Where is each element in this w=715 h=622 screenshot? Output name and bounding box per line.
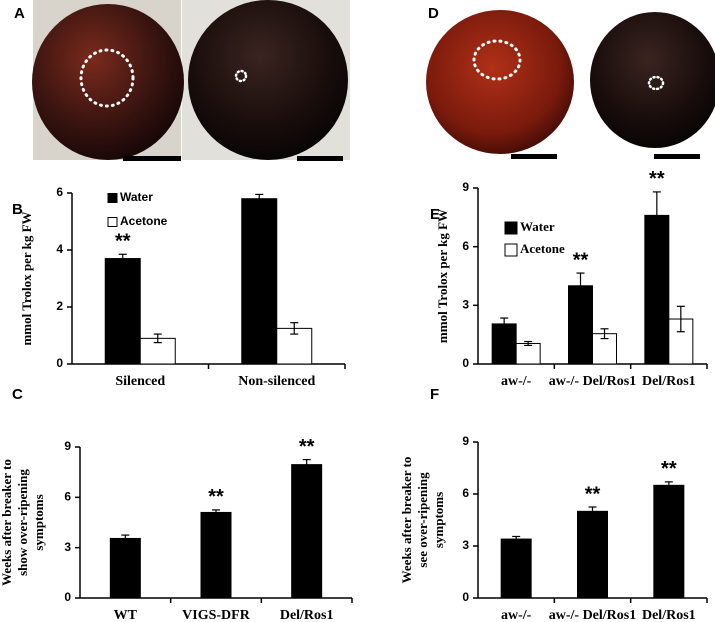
x-tick-label: VIGS-DFR bbox=[182, 608, 251, 622]
y-tick-label: 0 bbox=[56, 356, 63, 370]
y-axis-label: mmol Trolox per kg FW bbox=[19, 211, 34, 345]
x-tick-label: Non-silenced bbox=[238, 374, 315, 389]
y-tick-label: 2 bbox=[56, 299, 63, 313]
bar bbox=[500, 538, 532, 599]
significance: ** bbox=[585, 483, 601, 505]
x-tick-label: Del/Ros1 bbox=[642, 608, 696, 622]
y-tick-label: 6 bbox=[462, 486, 469, 500]
panel-letter: E bbox=[430, 206, 440, 223]
legend-swatch bbox=[504, 243, 518, 257]
legend-swatch bbox=[107, 193, 118, 203]
significance: ** bbox=[661, 458, 677, 480]
panel-letter: A bbox=[14, 5, 25, 22]
y-axis-label: symptoms bbox=[31, 494, 46, 550]
x-tick-label: Del/Ros1 bbox=[280, 608, 334, 622]
bar bbox=[139, 337, 176, 365]
legend-label: Water bbox=[120, 190, 153, 204]
legend-swatch bbox=[107, 217, 118, 227]
y-tick-label: 0 bbox=[64, 590, 71, 604]
bar bbox=[291, 464, 323, 599]
legend-label: Water bbox=[520, 219, 555, 234]
y-axis-label: mmol Trolox per kg FW bbox=[435, 209, 450, 343]
y-axis-label: Weeks after breaker to bbox=[399, 457, 414, 584]
bar bbox=[592, 333, 617, 365]
bar bbox=[577, 510, 608, 599]
y-tick-label: 6 bbox=[56, 185, 63, 199]
y-tick-label: 9 bbox=[462, 434, 469, 448]
panel-letter: D bbox=[428, 5, 439, 22]
significance: ** bbox=[299, 436, 315, 458]
panel-letter: C bbox=[12, 386, 23, 403]
significance: ** bbox=[649, 168, 665, 190]
y-tick-label: 3 bbox=[462, 298, 469, 312]
bar bbox=[241, 198, 278, 365]
y-tick-label: 9 bbox=[64, 439, 71, 453]
y-tick-label: 6 bbox=[64, 490, 71, 504]
bar bbox=[653, 484, 685, 599]
y-tick-label: 3 bbox=[64, 540, 71, 554]
legend-swatch bbox=[504, 221, 518, 235]
significance: ** bbox=[573, 249, 589, 271]
photo-a bbox=[32, 0, 350, 161]
x-tick-label: aw-/- bbox=[501, 374, 532, 389]
x-tick-label: aw-/- bbox=[501, 608, 532, 622]
x-tick-label: WT bbox=[114, 608, 138, 622]
y-tick-label: 0 bbox=[462, 590, 469, 604]
x-tick-label: aw-/- Del/Ros1 bbox=[549, 374, 637, 389]
panel-letter: F bbox=[430, 386, 439, 403]
y-tick-label: 6 bbox=[462, 239, 469, 253]
panel-letter: B bbox=[12, 201, 23, 218]
y-axis-label: show over-ripening bbox=[15, 469, 30, 576]
x-tick-label: aw-/- Del/Ros1 bbox=[549, 608, 637, 622]
y-tick-label: 4 bbox=[56, 242, 63, 256]
y-tick-label: 0 bbox=[462, 356, 469, 370]
y-tick-label: 9 bbox=[462, 180, 469, 194]
legend-label: Acetone bbox=[120, 214, 168, 228]
y-axis-label: Weeks after breaker to bbox=[0, 459, 14, 586]
bar bbox=[109, 537, 141, 599]
photo-d bbox=[426, 10, 715, 159]
x-tick-label: Silenced bbox=[115, 374, 165, 389]
bar bbox=[200, 511, 232, 599]
y-tick-label: 3 bbox=[462, 538, 469, 552]
x-tick-label: Del/Ros1 bbox=[642, 374, 696, 389]
legend-label: Acetone bbox=[520, 241, 565, 256]
bar bbox=[104, 258, 141, 365]
significance: ** bbox=[208, 486, 224, 508]
y-axis-label: symptoms bbox=[431, 492, 446, 548]
bar bbox=[515, 342, 541, 365]
y-axis-label: see over-ripening bbox=[415, 472, 430, 568]
significance: ** bbox=[115, 231, 131, 253]
